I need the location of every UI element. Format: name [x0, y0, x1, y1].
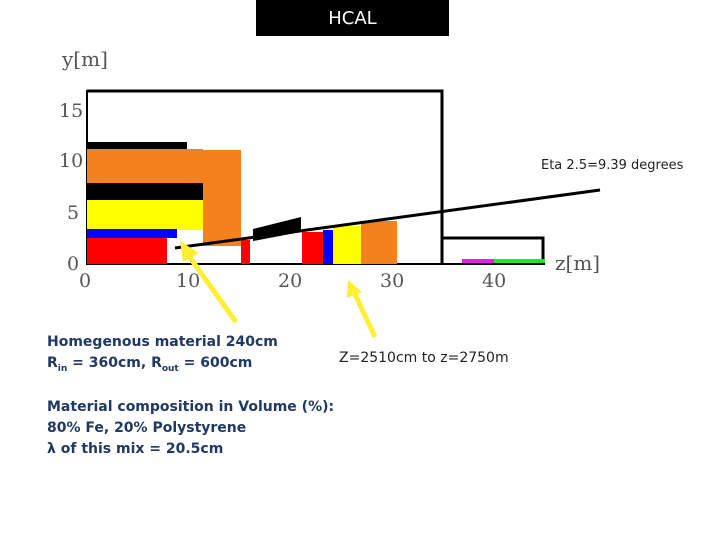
z-tick-label: 40 — [482, 270, 506, 292]
arrow-right-shaft — [351, 290, 378, 339]
eta-line — [174, 188, 601, 250]
z-tick-label: 10 — [176, 270, 200, 292]
title-box: HCAL — [256, 0, 449, 36]
y-tick-label: 10 — [59, 150, 83, 172]
orange-endcap — [361, 221, 397, 264]
yellow-endcap — [333, 226, 361, 264]
y-tick-label: 0 — [67, 253, 79, 275]
composition-note: Material composition in Volume (%): 80% … — [47, 397, 334, 460]
forward-envelope — [442, 236, 545, 262]
blue-small — [167, 229, 177, 238]
y-axis-label: y[m] — [61, 47, 108, 71]
red-endcap — [302, 232, 323, 264]
blue-strip — [87, 229, 167, 238]
homogeneous-line1: Homegenous material 240cm — [47, 334, 278, 350]
radius-line: Rin = 360cm, Rout = 600cm — [47, 355, 253, 374]
arrow-right-head — [347, 280, 362, 298]
orange-block-right — [203, 150, 241, 246]
black-bar-top — [87, 142, 187, 150]
z-range-label: Z=2510cm to z=2750m — [339, 350, 509, 366]
composition-line3: λ of this mix = 20.5cm — [47, 441, 224, 457]
title-text: HCAL — [328, 7, 377, 29]
outer-envelope — [87, 89, 444, 264]
black-bar-mid — [87, 183, 203, 200]
y-tick-label: 5 — [67, 202, 79, 224]
z-tick-label: 0 — [79, 270, 91, 292]
arrow-left-head — [180, 241, 199, 262]
yellow-block — [87, 200, 203, 230]
arrow-left-shaft — [183, 250, 239, 324]
red-thin — [241, 240, 250, 264]
eta-label: Eta 2.5=9.39 degrees — [541, 158, 684, 173]
z-tick-label: 20 — [278, 270, 302, 292]
red-block-left — [87, 238, 167, 264]
composition-line1: Material composition in Volume (%): — [47, 399, 335, 415]
z-axis-label: z[m] — [555, 251, 600, 275]
y-tick-label: 15 — [59, 100, 83, 122]
orange-block-left — [87, 149, 203, 183]
blue-endcap — [323, 230, 333, 264]
composition-line2: 80% Fe, 20% Polystyrene — [47, 420, 247, 436]
z-tick-label: 30 — [380, 270, 404, 292]
homogeneous-note: Homegenous material 240cm Rin = 360cm, R… — [47, 332, 278, 380]
